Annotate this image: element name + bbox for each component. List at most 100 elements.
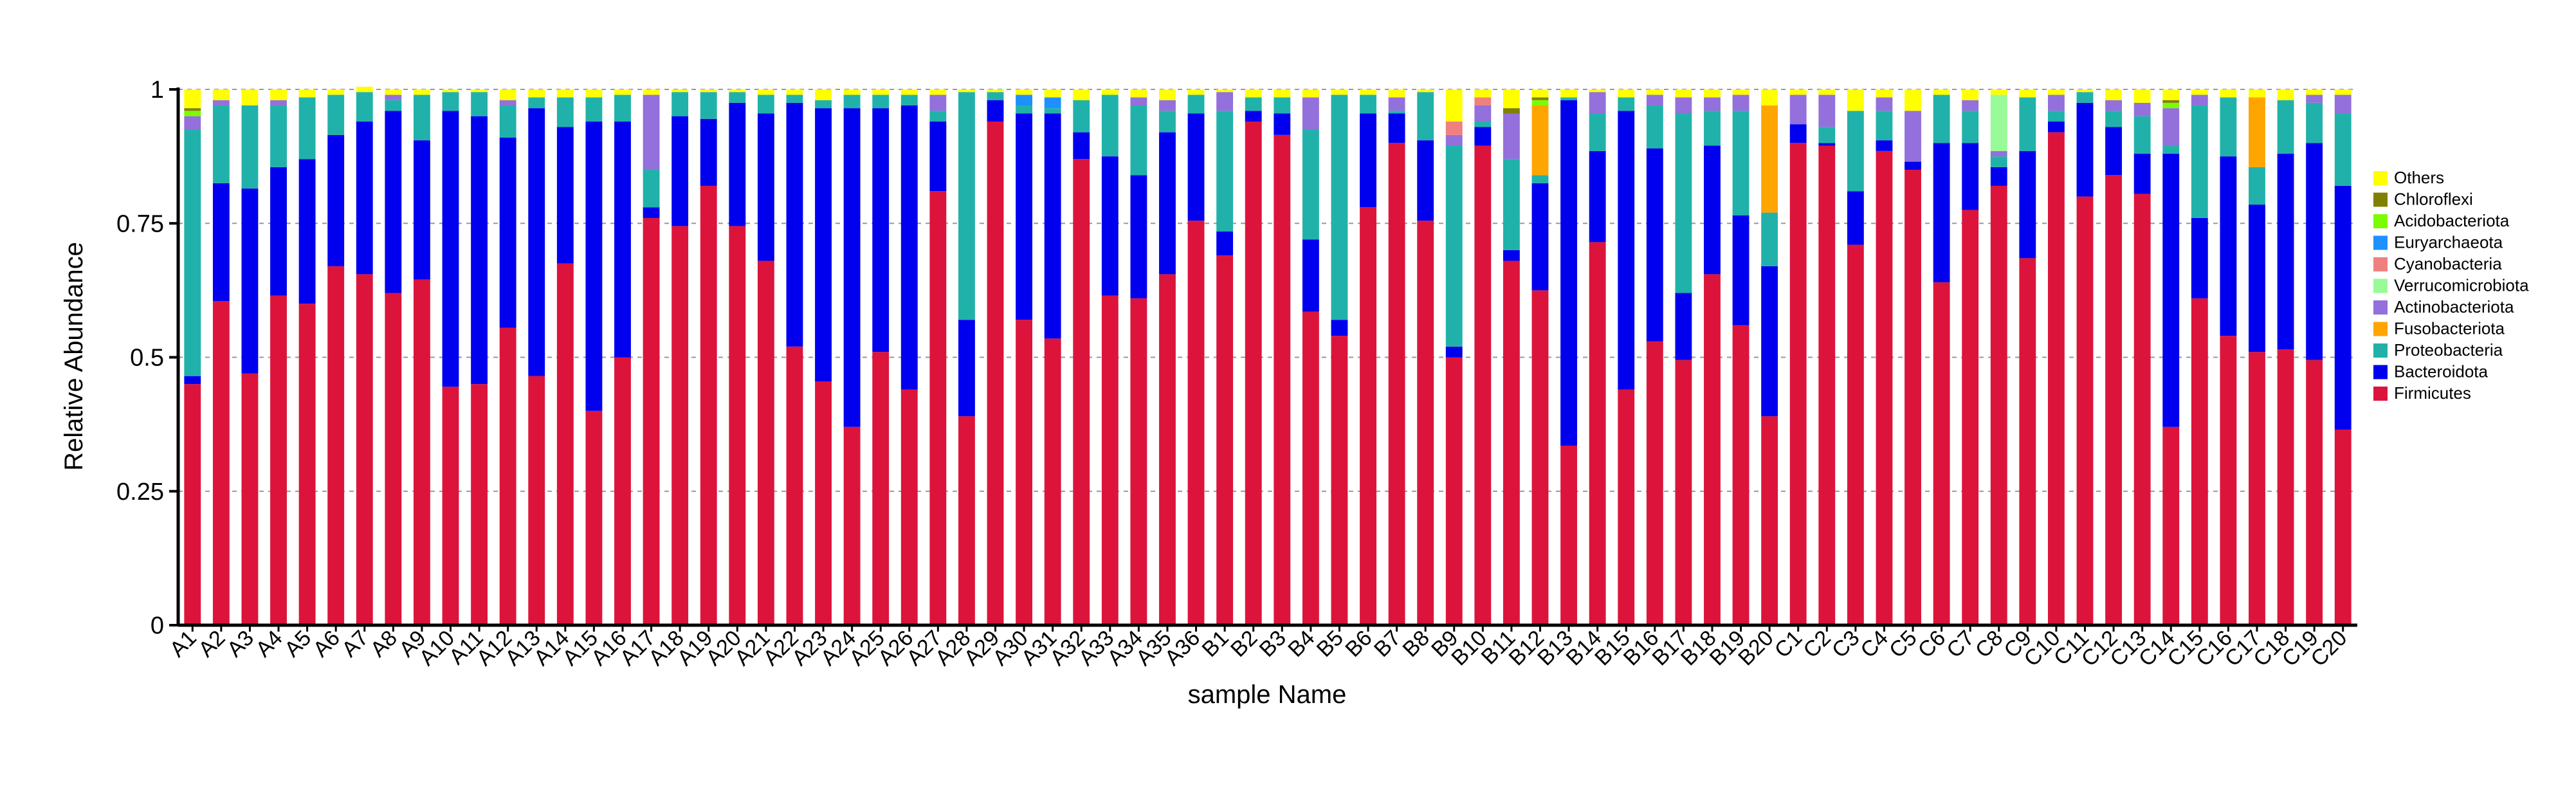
bar-segment-B15-bacteroidota	[1618, 111, 1635, 390]
bar-segment-B12-proteobacteria	[1531, 175, 1549, 183]
bar-segment-A18-proteobacteria	[671, 92, 689, 116]
bar-segment-A24-bacteroidota	[843, 108, 861, 427]
y-tick-label: 0	[151, 612, 164, 639]
bar-segment-B6-proteobacteria	[1360, 95, 1376, 114]
bar-segment-C9-firmicutes	[2019, 258, 2036, 625]
bar-segment-A31-bacteroidota	[1044, 113, 1061, 339]
bar-segment-A18-others	[671, 89, 689, 93]
bar-segment-B1-firmicutes	[1216, 255, 1234, 626]
bar-segment-B5-firmicutes	[1331, 336, 1348, 625]
bar-segment-A25-proteobacteria	[872, 95, 890, 109]
bar-segment-A8-others	[385, 89, 402, 95]
bar-segment-A15-firmicutes	[585, 410, 603, 625]
bar-segment-C7-bacteroidota	[1962, 143, 1979, 210]
bar-segment-B10-bacteroidota	[1474, 127, 1492, 146]
bar-segment-B1-actinobacteriota	[1216, 92, 1234, 111]
bar-segment-C4-firmicutes	[1876, 151, 1893, 626]
bar-segment-C5-actinobacteriota	[1905, 111, 1921, 162]
bar-segment-B10-proteobacteria	[1474, 121, 1492, 127]
bar-segment-A34-others	[1130, 89, 1147, 98]
bar-segment-A34-firmicutes	[1130, 298, 1147, 625]
bar-segment-A11-bacteroidota	[471, 116, 488, 385]
bar-segment-C19-actinobacteriota	[2306, 95, 2323, 103]
bar-segment-A31-firmicutes	[1044, 338, 1061, 625]
bar-segment-A1-others	[184, 89, 201, 109]
bar-segment-C13-proteobacteria	[2133, 116, 2151, 154]
bar-segment-B11-chloroflexi	[1503, 108, 1520, 114]
bar-segment-B19-firmicutes	[1732, 325, 1749, 625]
bar-segment-B17-proteobacteria	[1675, 113, 1692, 293]
bar-segment-A6-firmicutes	[327, 266, 345, 625]
bar-segment-C15-actinobacteriota	[2191, 95, 2208, 105]
y-tick-label: 1	[151, 77, 164, 104]
bar-segment-A1-bacteroidota	[184, 376, 201, 385]
legend-label-fusobacteriota: Fusobacteriota	[2394, 319, 2505, 338]
bar-segment-B2-bacteroidota	[1245, 111, 1262, 122]
bar-segment-B16-bacteroidota	[1646, 148, 1663, 342]
bar-segment-B15-proteobacteria	[1618, 97, 1635, 111]
x-ticks: A1A2A3A4A5A6A7A8A9A10A11A12A13A14A15A16A…	[165, 625, 2352, 672]
bar-segment-C14-others	[2162, 89, 2180, 100]
bar-segment-A34-proteobacteria	[1130, 105, 1147, 176]
bar-segment-A31-proteobacteria	[1044, 108, 1061, 114]
bar-segment-B18-others	[1704, 89, 1721, 98]
bar-segment-A19-bacteroidota	[700, 118, 717, 186]
bar-segment-A19-others	[700, 89, 717, 93]
legend-label-verrucomicrobiota: Verrucomicrobiota	[2394, 276, 2529, 295]
bar-segment-B12-acidobacteriota	[1531, 100, 1549, 105]
bar-segment-B15-firmicutes	[1618, 389, 1635, 625]
bar-segment-C11-firmicutes	[2076, 196, 2094, 626]
bar-segment-B17-others	[1675, 89, 1692, 98]
bar-segment-B14-bacteroidota	[1589, 151, 1606, 242]
bar-segment-A25-others	[872, 89, 890, 95]
bar-segment-B17-actinobacteriota	[1675, 97, 1692, 114]
bar-segment-A1-acidobacteriota	[184, 111, 201, 116]
bar-segment-B8-others	[1417, 89, 1434, 93]
bar-segment-C12-proteobacteria	[2105, 111, 2123, 127]
bar-segment-A13-bacteroidota	[528, 108, 545, 376]
bar-segment-A12-actinobacteriota	[499, 100, 516, 105]
bar-segment-A36-proteobacteria	[1187, 95, 1205, 114]
bar-segment-A32-firmicutes	[1073, 159, 1090, 626]
bar-segment-B9-proteobacteria	[1445, 145, 1463, 347]
bar-segment-A21-bacteroidota	[757, 113, 774, 261]
bar-segment-B5-bacteroidota	[1331, 320, 1348, 336]
bar-segment-A5-bacteroidota	[298, 159, 316, 304]
bar-segment-A29-firmicutes	[987, 121, 1004, 626]
bar-segment-A31-euryarchaeota	[1044, 97, 1061, 109]
bar-segment-A5-firmicutes	[298, 304, 316, 625]
bar-segment-A2-others	[212, 89, 230, 100]
bar-segment-A16-firmicutes	[614, 357, 631, 625]
bar-segment-C2-firmicutes	[1818, 145, 1836, 626]
bar-segment-A13-others	[528, 89, 545, 98]
y-axis-label: Relative Abundance	[60, 242, 88, 471]
bar-segment-A32-proteobacteria	[1073, 100, 1090, 132]
bar-segment-B13-firmicutes	[1560, 445, 1578, 625]
bar-segment-A4-others	[270, 89, 287, 100]
bar-segment-A35-bacteroidota	[1159, 132, 1176, 275]
bar-segment-C14-acidobacteriota	[2162, 102, 2180, 109]
bar-segment-A24-proteobacteria	[843, 95, 861, 109]
bar-segment-B20-proteobacteria	[1761, 212, 1778, 266]
bar-segment-C11-bacteroidota	[2076, 102, 2094, 197]
bar-segment-C17-fusobacteriota	[2249, 97, 2265, 167]
bar-segment-A12-firmicutes	[499, 327, 516, 625]
bar-segment-C2-actinobacteriota	[1818, 95, 1836, 127]
bar-segment-B7-firmicutes	[1388, 143, 1405, 626]
bar-segment-B9-others	[1445, 89, 1463, 122]
legend-swatch-firmicutes	[2373, 387, 2388, 401]
bar-segment-C8-bacteroidota	[1990, 167, 2007, 186]
bar-segment-A15-bacteroidota	[585, 121, 603, 411]
bar-segment-B10-cyanobacteria	[1474, 97, 1492, 105]
bar-segment-C20-bacteroidota	[2334, 185, 2352, 430]
bar-segment-B18-bacteroidota	[1704, 145, 1721, 275]
bar-segment-A17-actinobacteriota	[643, 95, 660, 170]
bar-segment-A32-others	[1073, 89, 1090, 100]
x-tick-label: C20	[2306, 626, 2352, 672]
bar-segment-B14-firmicutes	[1589, 242, 1606, 625]
legend-label-firmicutes: Firmicutes	[2394, 383, 2471, 403]
bar-segment-A35-firmicutes	[1159, 274, 1176, 625]
bar-segment-B19-actinobacteriota	[1732, 95, 1749, 111]
bar-segment-B12-firmicutes	[1531, 290, 1549, 626]
bar-segment-C8-others	[1990, 89, 2007, 95]
